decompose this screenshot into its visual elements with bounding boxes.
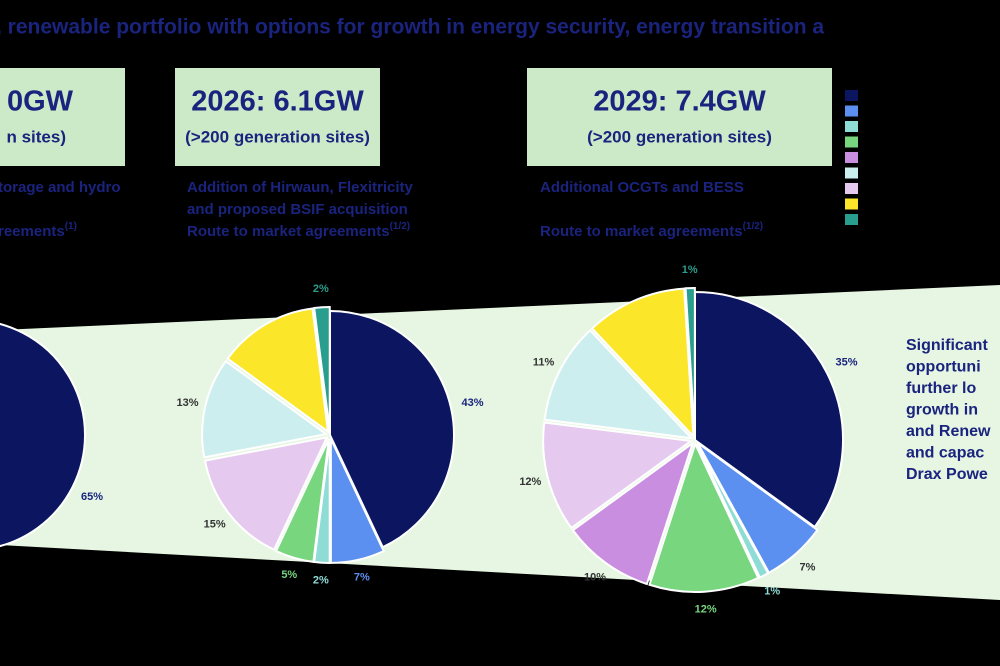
- legend-swatch: [845, 198, 858, 210]
- legend-swatch: [845, 136, 858, 148]
- data-label: 7%: [354, 571, 370, 583]
- growth-band: [0, 285, 1000, 600]
- side-text: Significant: [906, 337, 988, 354]
- box-heading: 2029: 7.4GW: [593, 86, 766, 118]
- note-line: torage and hydro: [0, 179, 121, 196]
- side-text: Drax Powe: [906, 466, 988, 483]
- capacity-box: [527, 68, 832, 166]
- data-label: 1%: [764, 585, 780, 597]
- pie-slice: [201, 359, 329, 459]
- data-label: 43%: [461, 397, 483, 409]
- legend-swatch: [845, 214, 858, 225]
- pie-slice: [696, 442, 819, 575]
- note-line: Additional OCGTs and BESS: [540, 179, 744, 196]
- note-text: Route to market agreements: [187, 223, 390, 240]
- pie-slice: [203, 436, 329, 551]
- box-subheading: (>200 generation sites): [185, 127, 370, 146]
- box-subheading: (>200 generation sites): [587, 127, 772, 146]
- note-line: Route to market agreements(1/2): [540, 221, 763, 240]
- pie-slice: [590, 287, 695, 440]
- data-label: 13%: [177, 397, 199, 409]
- data-label: 12%: [519, 476, 541, 488]
- note-text: torage and hydro: [0, 179, 121, 196]
- legend-swatch: [845, 121, 858, 132]
- legend-swatch: [845, 167, 858, 179]
- note-text: Additional OCGTs and BESS: [540, 179, 744, 196]
- pie-slice: [329, 309, 455, 549]
- pie-slice: [695, 443, 770, 579]
- note-line: Addition of Hirwaun, Flexitricity: [187, 179, 414, 196]
- box-heading: 0GW: [7, 86, 74, 118]
- pie-slice: [542, 421, 694, 530]
- pie-slice: [274, 438, 330, 563]
- legend-swatch: [845, 183, 858, 194]
- data-label: 35%: [835, 357, 857, 369]
- pie-slice: [0, 323, 86, 547]
- side-text: further lo: [906, 380, 976, 397]
- side-text: and Renew: [906, 423, 991, 440]
- data-label: 2%: [313, 283, 329, 295]
- note-line: Route to market agreements(1/2): [187, 221, 410, 240]
- box-heading: 2026: 6.1GW: [191, 86, 364, 118]
- pie-slice: [226, 307, 330, 434]
- note-text: reements: [0, 223, 65, 240]
- data-label: 5%: [281, 569, 297, 581]
- box-subheading: n sites): [6, 127, 66, 146]
- pie-slice: [684, 287, 696, 437]
- data-label: 1%: [682, 264, 698, 276]
- capacity-box: [0, 68, 125, 166]
- data-label: 10%: [584, 571, 606, 583]
- data-label: 65%: [81, 491, 103, 503]
- pie-slice: [313, 306, 331, 432]
- data-label: 11%: [533, 357, 555, 369]
- note-text: Route to market agreements: [540, 223, 743, 240]
- data-label: 12%: [695, 604, 717, 616]
- legend-swatch: [845, 105, 858, 117]
- data-label: 7%: [799, 561, 815, 573]
- pie-slice: [329, 438, 385, 564]
- note-line: reements(1): [0, 221, 77, 240]
- note-superscript: (1/2): [743, 221, 764, 232]
- note-text: and proposed BSIF acquisition: [187, 201, 408, 218]
- legend-swatch: [845, 90, 858, 101]
- note-superscript: (1): [65, 221, 77, 232]
- note-text: Addition of Hirwaun, Flexitricity: [187, 179, 414, 196]
- legend-swatch: [845, 152, 858, 163]
- data-label: 2%: [313, 575, 329, 587]
- slide-title: , renewable portfolio with options for g…: [0, 16, 824, 39]
- note-superscript: (1/2): [390, 221, 411, 232]
- side-text: opportuni: [906, 359, 981, 376]
- note-line: and proposed BSIF acquisition: [187, 201, 408, 218]
- pie-slice: [648, 441, 760, 593]
- pie-slice: [571, 440, 695, 586]
- side-text: and capac: [906, 445, 984, 462]
- pie-slice: [543, 328, 695, 440]
- capacity-box: [175, 68, 380, 166]
- pie-slice: [694, 290, 844, 529]
- side-text: growth in: [906, 402, 978, 419]
- data-label: 15%: [204, 518, 226, 530]
